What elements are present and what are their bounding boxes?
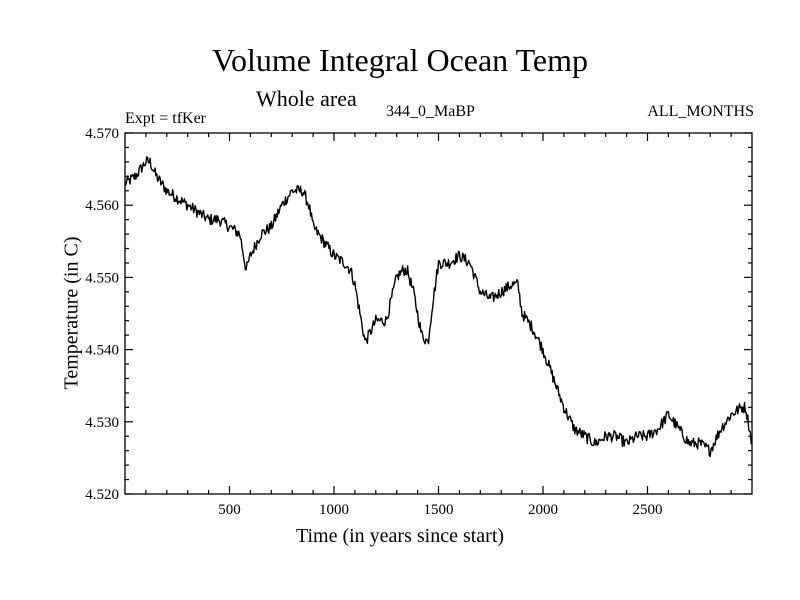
chart-title: Volume Integral Ocean Temp (211, 42, 588, 78)
x-axis-label: Time (in years since start) (295, 525, 505, 547)
x-tick-label: 1000 (319, 502, 349, 518)
x-tick-label: 2500 (633, 502, 663, 518)
months-label: ALL_MONTHS (647, 103, 754, 120)
y-tick-label: 4.540 (85, 343, 119, 359)
y-tick-label: 4.550 (85, 270, 119, 286)
chart-subtitle: Whole area (256, 86, 357, 111)
experiment-label: Expt = tfKer (125, 110, 206, 127)
axis-ticks: 500 1000 1500 2000 2500 4.520 4.530 4.540 4.550 4… (85, 126, 752, 518)
y-tick-label: 4.560 (85, 198, 119, 214)
y-tick-label: 4.530 (85, 415, 119, 431)
y-axis-label: Temperature (in C) (60, 236, 83, 390)
y-tick-label: 4.570 (85, 126, 119, 142)
temperature-series-line (124, 156, 753, 458)
run-label: 344_0_MaBP (386, 103, 475, 120)
x-tick-label: 2000 (528, 502, 558, 518)
x-tick-label: 1500 (424, 502, 454, 518)
plot-frame (124, 132, 753, 495)
x-tick-label: 500 (218, 502, 241, 518)
y-tick-label: 4.520 (85, 487, 119, 503)
